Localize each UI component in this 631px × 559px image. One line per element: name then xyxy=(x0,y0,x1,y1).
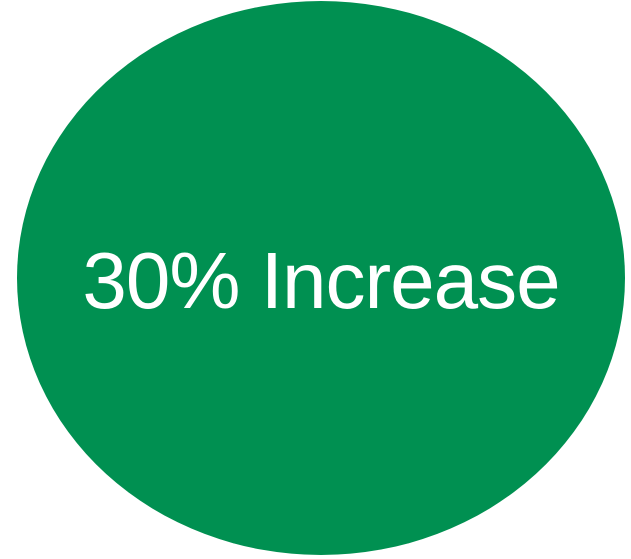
badge-label: 30% Increase xyxy=(82,236,560,325)
increase-badge: 30% Increase xyxy=(17,1,625,555)
